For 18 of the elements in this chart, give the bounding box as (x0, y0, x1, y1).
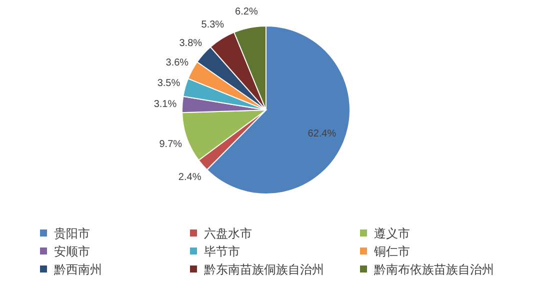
legend-label: 黔西南州 (53, 262, 102, 276)
data-label: 5.3% (201, 20, 224, 31)
data-label: 3.6% (166, 57, 189, 68)
legend-label: 毕节市 (204, 244, 240, 258)
data-label: 3.8% (179, 38, 202, 50)
legend-label: 贵阳市 (54, 226, 90, 240)
data-label: 9.7% (159, 138, 182, 150)
legend-label: 六盘水市 (204, 226, 252, 240)
data-label: 2.4% (178, 172, 202, 183)
data-label: 62.4% (308, 128, 336, 140)
data-label: 6.2% (235, 6, 258, 18)
data-label: 3.5% (157, 78, 180, 90)
data-label: 3.1% (154, 98, 177, 110)
legend-label: 黔东南苗族侗族自治州 (203, 262, 324, 276)
legend-label: 遵义市 (374, 226, 410, 240)
legend-label: 黔南布依族苗族自治州 (373, 262, 494, 276)
legend-label: 铜仁市 (373, 244, 410, 258)
legend-label: 安顺市 (54, 244, 90, 258)
